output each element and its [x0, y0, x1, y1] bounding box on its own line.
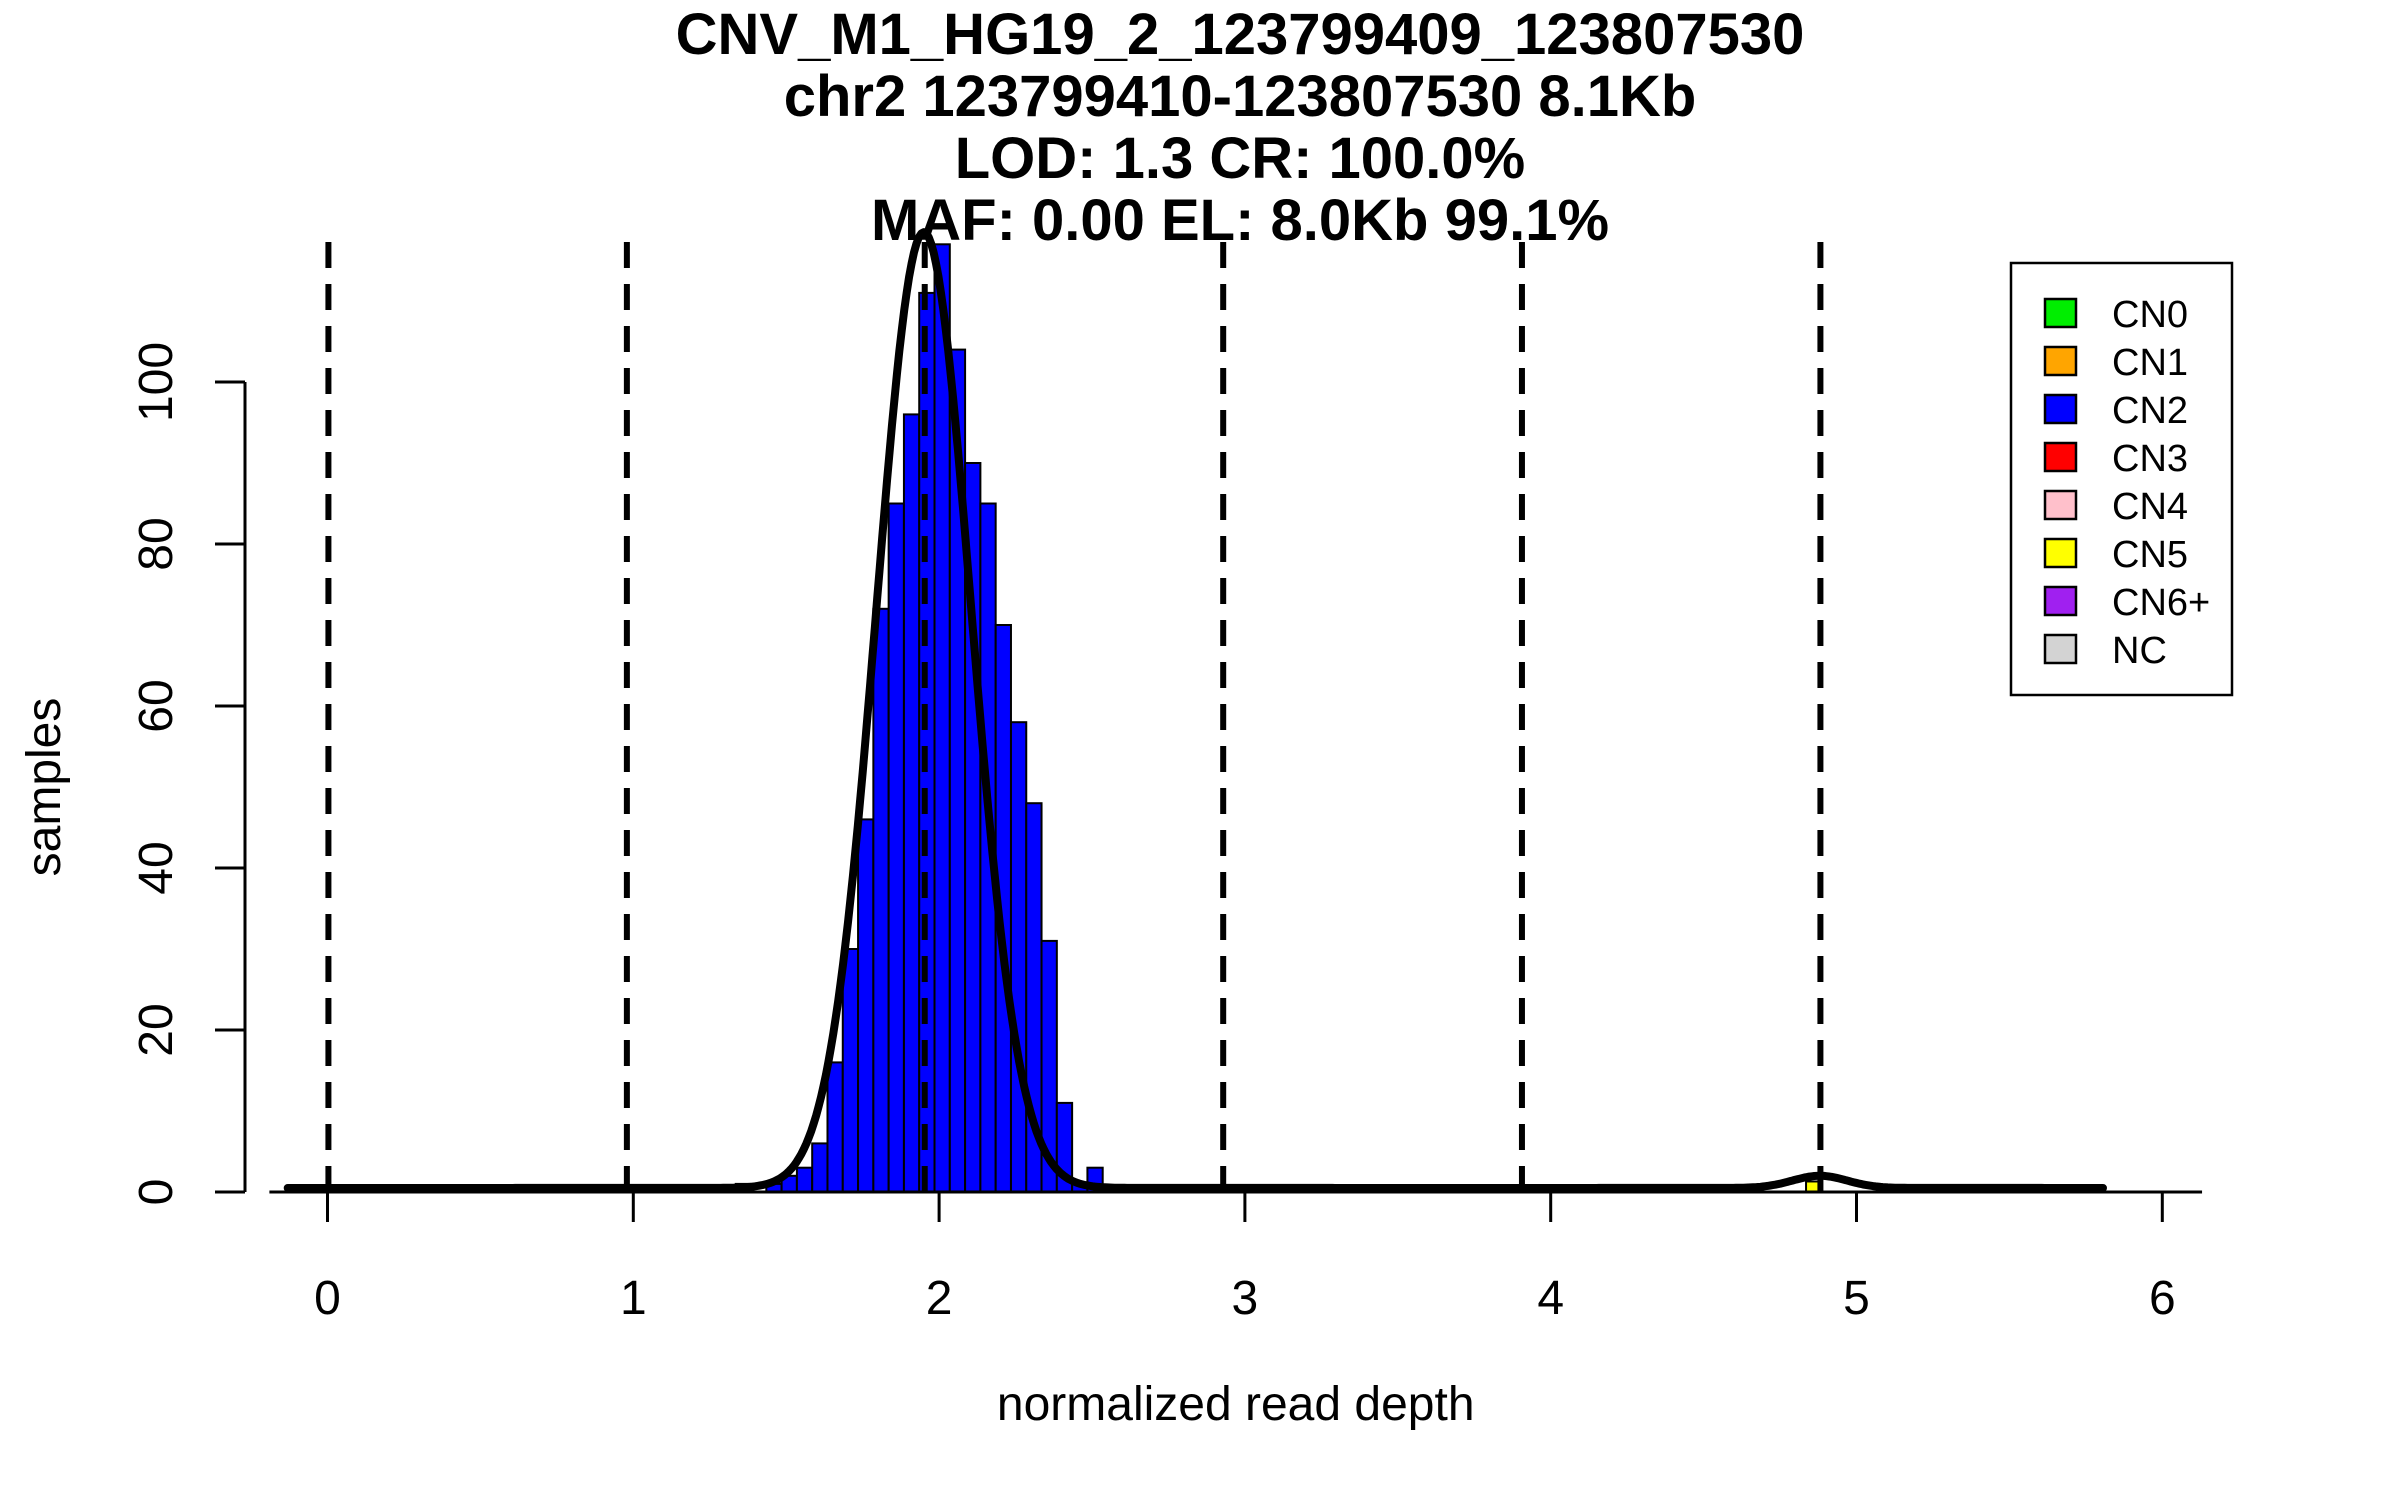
- x-tick-label: 6: [2149, 1272, 2176, 1325]
- x-tick-label: 0: [314, 1272, 341, 1325]
- x-axis: 0 1 2 3 4 5 6 normalized read depth: [269, 1190, 2203, 1431]
- density-curve: [283, 228, 2107, 1192]
- legend-swatch-cn5: [2043, 537, 2078, 569]
- x-tick-label: 3: [1232, 1272, 1259, 1325]
- legend-swatch-cn2: [2043, 393, 2078, 425]
- y-tick-label: 100: [130, 342, 183, 422]
- histogram-bar: [826, 1061, 844, 1194]
- x-tick-label: 2: [926, 1272, 953, 1325]
- legend-label-nc: NC: [2112, 630, 2167, 672]
- y-tick-label: 80: [130, 517, 183, 570]
- x-tick-label: 1: [620, 1272, 647, 1325]
- legend-box: [2009, 261, 2234, 697]
- plot-title-line2: chr2 123799410-123807530 8.1Kb: [783, 64, 1697, 129]
- y-tick-label: 20: [130, 1003, 183, 1056]
- legend-swatch-cn0: [2043, 297, 2078, 329]
- x-tick-label: 4: [1537, 1272, 1564, 1325]
- x-tick-label: 5: [1843, 1272, 1870, 1325]
- histogram-bar: [841, 948, 860, 1193]
- legend-swatch-nc: [2043, 633, 2078, 665]
- y-tick-label: 40: [130, 841, 183, 894]
- plot-title-line1: CNV_M1_HG19_2_123799409_123807530: [675, 2, 1805, 67]
- histogram-bar: [795, 1166, 814, 1193]
- plot-title-line3: LOD: 1.3 CR: 100.0%: [954, 126, 1526, 191]
- y-tick-label: 0: [130, 1179, 183, 1206]
- cn-reference-lines: [325, 228, 1824, 1192]
- legend-label-cn0: CN0: [2112, 294, 2188, 336]
- histogram-bar: [933, 243, 951, 1194]
- legend-swatch-cn1: [2043, 345, 2078, 377]
- histogram-bar: [1009, 721, 1028, 1193]
- legend-label-cn3: CN3: [2112, 438, 2188, 480]
- histogram-bar: [857, 818, 875, 1194]
- legend-label-cn5: CN5: [2112, 534, 2188, 576]
- legend-swatch-cn4: [2043, 489, 2078, 521]
- legend-label-cn2: CN2: [2112, 390, 2188, 432]
- plot-title-block: CNV_M1_HG19_2_123799409_123807530 chr2 1…: [90, 4, 2390, 252]
- histogram-bar: [811, 1142, 829, 1194]
- plot-title-line4: MAF: 0.00 EL: 8.0Kb 99.1%: [870, 188, 1610, 253]
- legend-label-cn4: CN4: [2112, 486, 2188, 528]
- legend-swatch-cn6+: [2043, 585, 2078, 617]
- x-axis-title: normalized read depth: [997, 1378, 1475, 1431]
- y-axis: 0 20 40 60 80 100 samples: [18, 342, 247, 1206]
- legend-label-cn1: CN1: [2112, 342, 2188, 384]
- y-tick-label: 60: [130, 679, 183, 732]
- legend-swatch-cn3: [2043, 441, 2078, 473]
- y-axis-title: samples: [18, 698, 71, 877]
- legend: CN0 CN1 CN2 CN3 CN4 CN5 CN6+ NC: [2009, 261, 2234, 697]
- histogram-bars: [326, 243, 2103, 1194]
- legend-label-cn6+: CN6+: [2112, 582, 2210, 624]
- histogram-bar: [902, 413, 921, 1193]
- histogram-bar: [887, 502, 905, 1193]
- histogram-bar: [872, 607, 890, 1193]
